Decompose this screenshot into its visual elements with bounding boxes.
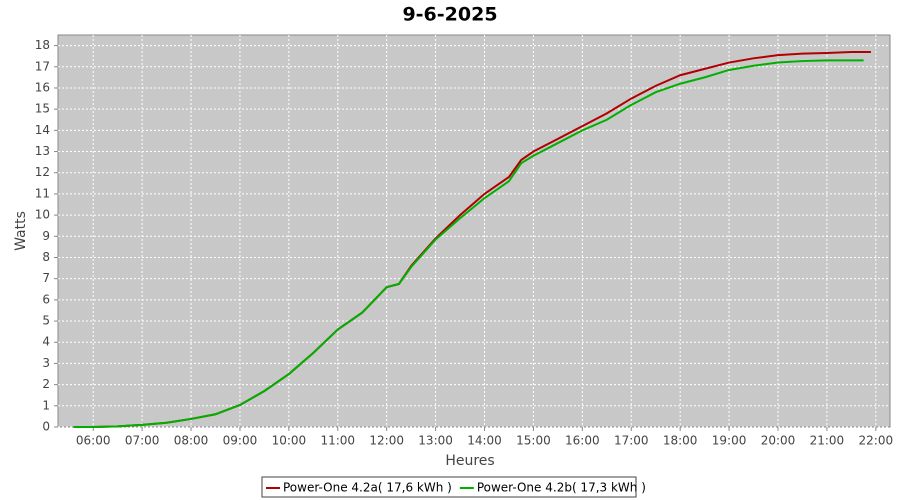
x-axis-label: Heures bbox=[445, 453, 494, 469]
x-tick-label: 07:00 bbox=[125, 434, 160, 448]
y-tick-label: 15 bbox=[35, 102, 50, 116]
y-tick-label: 17 bbox=[35, 59, 50, 73]
y-tick-label: 0 bbox=[42, 420, 50, 434]
plot-area bbox=[57, 34, 891, 428]
y-tick-label: 10 bbox=[35, 208, 50, 222]
x-tick-label: 10:00 bbox=[272, 434, 307, 448]
y-tick-label: 8 bbox=[42, 250, 50, 264]
y-axis-label: Watts bbox=[13, 211, 29, 251]
x-tick-label: 16:00 bbox=[565, 434, 600, 448]
x-tick-label: 08:00 bbox=[174, 434, 209, 448]
y-tick-label: 16 bbox=[35, 80, 50, 94]
y-tick-label: 5 bbox=[42, 314, 50, 328]
series-line bbox=[73, 59, 864, 428]
y-tick-label: 7 bbox=[42, 271, 50, 285]
y-tick-label: 11 bbox=[35, 186, 50, 200]
x-tick-label: 13:00 bbox=[418, 434, 453, 448]
x-tick-label: 11:00 bbox=[320, 434, 355, 448]
x-tick-label: 06:00 bbox=[76, 434, 111, 448]
x-tick-label: 19:00 bbox=[712, 434, 747, 448]
y-tick-label: 2 bbox=[42, 377, 50, 391]
y-tick-label: 13 bbox=[35, 144, 50, 158]
legend-label: Power-One 4.2b( 17,3 kWh ) bbox=[477, 481, 646, 495]
x-tick-label: 17:00 bbox=[614, 434, 649, 448]
y-tick-label: 18 bbox=[35, 38, 50, 52]
legend-box bbox=[261, 476, 637, 498]
chart-title: 9-6-2025 bbox=[402, 4, 497, 26]
y-tick-label: 14 bbox=[35, 123, 50, 137]
x-tick-label: 22:00 bbox=[859, 434, 894, 448]
y-tick-label: 9 bbox=[42, 229, 50, 243]
y-tick-label: 1 bbox=[42, 398, 50, 412]
x-tick-label: 20:00 bbox=[761, 434, 796, 448]
x-tick-label: 12:00 bbox=[369, 434, 404, 448]
y-tick-label: 6 bbox=[42, 292, 50, 306]
legend-label: Power-One 4.2a( 17,6 kWh ) bbox=[283, 481, 452, 495]
x-tick-label: 14:00 bbox=[467, 434, 502, 448]
y-tick-label: 12 bbox=[35, 165, 50, 179]
x-tick-label: 18:00 bbox=[663, 434, 698, 448]
y-tick-label: 3 bbox=[42, 356, 50, 370]
x-tick-label: 15:00 bbox=[516, 434, 551, 448]
x-tick-label: 09:00 bbox=[223, 434, 258, 448]
x-tick-label: 21:00 bbox=[810, 434, 845, 448]
y-tick-label: 4 bbox=[42, 335, 50, 349]
